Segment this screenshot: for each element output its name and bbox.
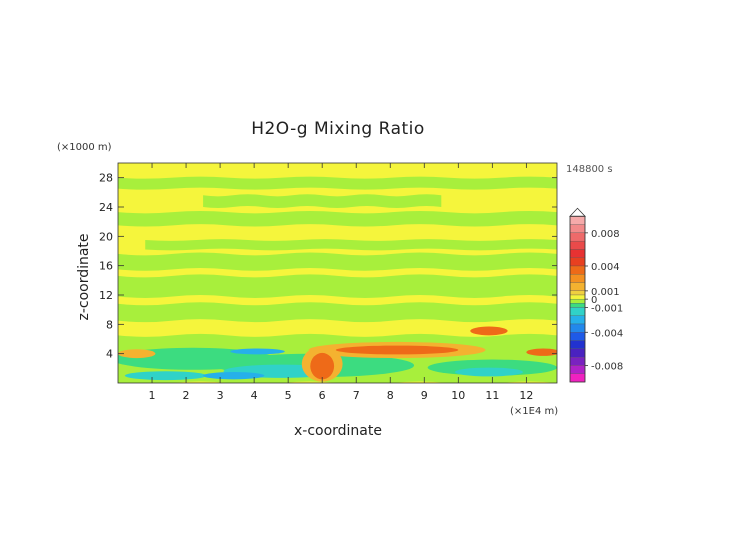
field-blob-18: [335, 345, 459, 355]
y-tick-label-3: 16: [99, 260, 113, 273]
time-label: 148800 s: [566, 164, 613, 175]
colorbar-level-9: [569, 290, 586, 296]
y-tick-label-6: 28: [99, 172, 113, 185]
x-tick-label-5: 6: [319, 389, 326, 402]
y-tick-label-1: 8: [106, 318, 113, 331]
colorbar-level-6: [569, 265, 586, 275]
chart-title: H2O-g Mixing Ratio: [251, 119, 425, 139]
colorbar-label-2: 0.001: [591, 287, 620, 298]
x-tick-label-7: 8: [387, 389, 394, 402]
colorbar-level-20: [569, 365, 586, 374]
field-blob-13: [454, 367, 523, 377]
colorbar-level-7: [569, 274, 586, 283]
colorbar-level-8: [569, 282, 586, 292]
colorbar-level-11: [569, 298, 586, 304]
colorbar-level-19: [569, 356, 586, 366]
field-blob-15: [230, 348, 285, 355]
colorbar-level-12: [569, 303, 586, 308]
colorbar-label-6: -0.008: [591, 361, 623, 372]
field-blob-14: [203, 372, 265, 380]
field-blob-16: [118, 349, 156, 359]
x-tick-label-6: 7: [353, 389, 360, 402]
colorbar-level-17: [569, 340, 586, 350]
plot-frame: [117, 162, 558, 384]
x-tick-label-1: 2: [183, 389, 190, 402]
colorbar-arrow: [569, 207, 586, 217]
colorbar-level-0: [569, 216, 586, 225]
field-band-4: [118, 252, 557, 271]
field-band-5: [118, 274, 557, 298]
colorbar-label-3: 0: [591, 295, 597, 306]
x-tick-label-10: 11: [485, 389, 499, 402]
colorbar-label-1: 0.004: [591, 262, 620, 273]
y-tick-label-4: 20: [99, 230, 113, 243]
y-ticks: 4 8 12 16 20 24 28: [99, 172, 557, 361]
x-axis-title: x-coordinate: [294, 423, 382, 439]
colorbar-label-5: -0.004: [591, 328, 623, 339]
x-tick-label-2: 3: [217, 389, 224, 402]
x-ticks: 1 2 3 4 5 6 7 8 9 10 11 12: [149, 163, 533, 402]
field-blob-22: [526, 348, 557, 356]
colorbar-level-1: [569, 224, 586, 234]
field-band-1: [203, 194, 442, 209]
colorbar-level-18: [569, 348, 586, 358]
x-tick-label-11: 12: [519, 389, 533, 402]
x-unit-label: (×1E4 m): [510, 406, 558, 417]
colorbar-level-15: [569, 323, 586, 333]
y-tick-label-5: 24: [99, 201, 113, 214]
colorbar-level-2: [569, 232, 586, 242]
colorbar-level-21: [569, 373, 586, 383]
colorbar-label-0: 0.008: [591, 229, 620, 240]
y-tick-label-0: 4: [106, 348, 113, 361]
colorbar-level-10: [569, 294, 586, 300]
field-band-6: [118, 302, 557, 323]
field-blob-12: [124, 371, 207, 381]
field-band-3: [145, 239, 557, 251]
x-tick-label-3: 4: [251, 389, 258, 402]
y-tick-label-2: 12: [99, 289, 113, 302]
colorbar-level-13: [569, 307, 586, 316]
heatmap-field: [118, 163, 557, 383]
colorbar-label-4: -0.001: [591, 303, 623, 314]
x-tick-label-0: 1: [149, 389, 156, 402]
y-unit-label: (×1000 m): [57, 142, 112, 153]
field-band-0: [118, 176, 557, 190]
colorbar-level-14: [569, 315, 586, 325]
colorbar-level-16: [569, 332, 586, 341]
field-blob-20: [310, 352, 335, 380]
x-tick-label-8: 9: [421, 389, 428, 402]
y-axis-title: z-coordinate: [76, 233, 92, 320]
colorbar-level-4: [569, 249, 586, 258]
x-tick-label-9: 10: [451, 389, 465, 402]
field-band-2: [118, 210, 557, 227]
field-blob-21: [470, 326, 508, 336]
colorbar-level-3: [569, 240, 586, 250]
x-tick-label-4: 5: [285, 389, 292, 402]
colorbar-level-5: [569, 257, 586, 267]
